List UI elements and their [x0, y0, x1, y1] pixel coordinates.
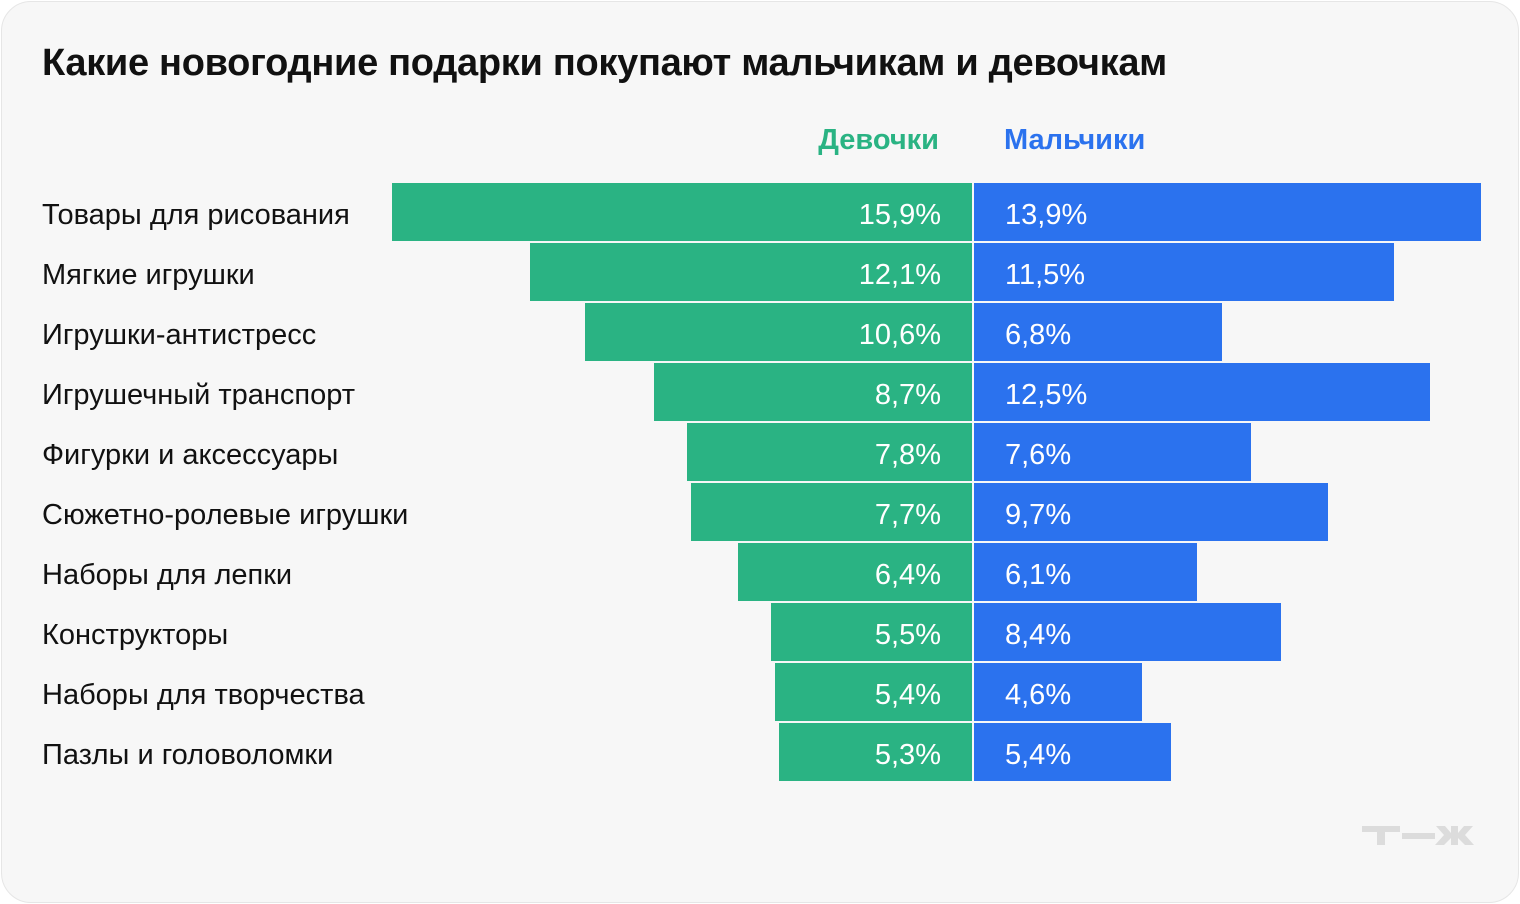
category-label: Игрушечный транспорт [42, 379, 356, 411]
bar-girls: 5,5% [771, 603, 972, 661]
bar-boys: 9,7% [974, 483, 1329, 541]
category-label: Фигурки и аксессуары [42, 439, 339, 471]
category-label: Мягкие игрушки [42, 259, 255, 291]
bar-boys: 12,5% [974, 363, 1431, 421]
bar-boys: 4,6% [974, 663, 1142, 721]
bar-girls: 10,6% [585, 303, 972, 361]
legend-boys: Мальчики [1004, 124, 1146, 156]
bar-girls: 7,7% [690, 483, 972, 541]
category-label: Пазлы и головоломки [42, 739, 334, 771]
bar-boys: 11,5% [974, 243, 1394, 301]
bar-girls: 8,7% [654, 363, 972, 421]
category-label: Конструкторы [42, 619, 229, 651]
category-label: Товары для рисования [42, 199, 350, 231]
bar-boys: 6,8% [974, 303, 1223, 361]
bar-girls: 12,1% [530, 243, 972, 301]
chart-title: Какие новогодние подарки покупают мальчи… [42, 42, 1167, 84]
tj-logo-icon [1362, 826, 1474, 845]
bar-girls: 5,3% [778, 723, 972, 781]
bar-boys: 5,4% [974, 723, 1172, 781]
category-label: Наборы для лепки [42, 559, 293, 591]
category-label: Игрушки-антистресс [42, 319, 317, 351]
bar-girls: 6,4% [738, 543, 972, 601]
legend-girls: Девочки [818, 124, 939, 156]
bar-girls: 5,4% [774, 663, 972, 721]
category-label: Наборы для творчества [42, 679, 365, 711]
bar-boys: 6,1% [974, 543, 1197, 601]
bar-boys: 8,4% [974, 603, 1281, 661]
category-label: Сюжетно-ролевые игрушки [42, 499, 409, 531]
bar-boys: 7,6% [974, 423, 1252, 481]
bar-boys: 13,9% [974, 183, 1482, 241]
bar-girls: 7,8% [687, 423, 972, 481]
bar-girls: 15,9% [391, 183, 972, 241]
